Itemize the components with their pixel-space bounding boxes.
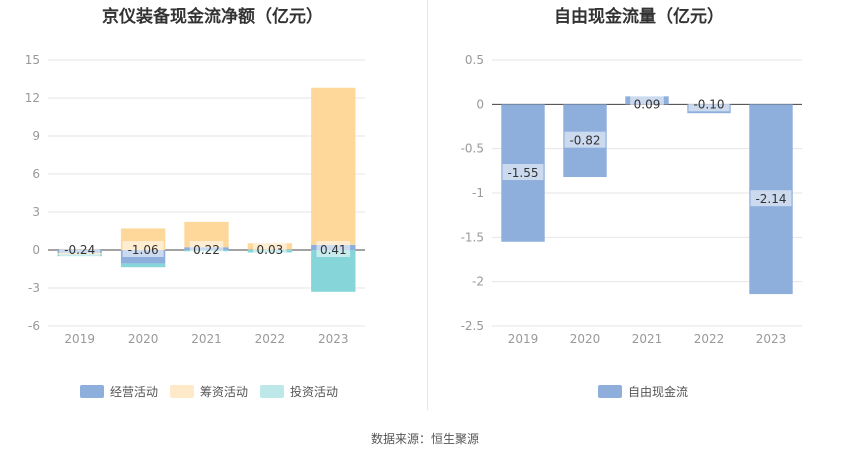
data-label: 0.03 (257, 243, 284, 257)
legend-swatch (80, 384, 104, 398)
y-tick-label: -3 (28, 281, 40, 295)
legend-item[interactable]: 经营活动 (80, 383, 158, 400)
x-tick-label: 2023 (318, 332, 349, 346)
data-source-note: 数据来源：恒生聚源 (370, 432, 479, 446)
legend-item[interactable]: 投资活动 (260, 383, 338, 400)
y-tick-label: -2.5 (461, 319, 484, 333)
x-tick-label: 2021 (191, 332, 222, 346)
y-tick-label: -1.5 (461, 230, 484, 244)
x-tick-label: 2023 (756, 332, 787, 346)
y-tick-label: 0 (32, 243, 40, 257)
data-label: -0.82 (569, 134, 600, 148)
data-label-bg (253, 241, 287, 257)
data-label-bg (630, 95, 664, 112)
data-label-bg (189, 241, 224, 257)
x-tick-label: 2022 (255, 332, 286, 346)
data-label: 0.41 (320, 243, 347, 257)
data-label: -1.06 (128, 243, 159, 257)
data-label-bg (59, 241, 101, 257)
data-label: -0.24 (64, 243, 95, 257)
legend-label: 投资活动 (290, 384, 339, 399)
legend-swatch (170, 384, 195, 398)
data-label-bg (688, 95, 730, 112)
y-tick-label: 0.5 (465, 53, 484, 67)
x-tick-label: 2019 (64, 332, 95, 346)
y-tick-label: 6 (32, 167, 40, 181)
legend-label: 筹资活动 (200, 384, 249, 399)
x-tick-label: 2020 (570, 332, 601, 346)
y-tick-label: -6 (28, 319, 40, 333)
free-cash-flow-chart: 0.5 0 -0.5 -1 -1.5 -2 -2.5 2019 2020 2021 2022 2023… (461, 53, 802, 346)
data-label: 0.09 (634, 97, 661, 111)
y-tick-label: 9 (32, 129, 40, 143)
y-tick-label: 12 (25, 91, 40, 105)
data-label-bg (316, 241, 351, 257)
right-legend: 自由现金流 (598, 383, 700, 399)
y-tick-label: -0.5 (461, 142, 484, 156)
left-legend: 经营活动 筹资活动 投资活动 (80, 383, 350, 399)
data-label: -2.14 (755, 192, 786, 206)
y-tick-label: 15 (25, 53, 40, 67)
legend-swatch (260, 384, 285, 398)
y-tick-label: 0 (476, 97, 484, 111)
data-label: 0.22 (193, 243, 220, 257)
bar-financing (311, 87, 356, 245)
x-tick-label: 2019 (508, 332, 539, 346)
legend-label: 自由现金流 (628, 384, 689, 399)
y-tick-label: -1 (472, 186, 484, 200)
data-label-bg (564, 131, 606, 148)
y-tick-label: -2 (472, 275, 484, 289)
cash-flow-net-chart: 15 12 9 6 3 0 -3 -6 2019 2020 2021 2022 2023 -0.24 -1.… (25, 53, 365, 346)
legend-item[interactable]: 筹资活动 (170, 383, 248, 400)
data-label-bg (750, 190, 792, 207)
panel-divider (427, 0, 428, 410)
x-tick-label: 2020 (128, 332, 159, 346)
legend-swatch (598, 384, 622, 398)
data-label: -1.55 (507, 166, 538, 180)
data-label-bg (502, 164, 544, 181)
y-tick-label: 3 (32, 205, 40, 219)
data-label: -0.10 (693, 97, 724, 111)
legend-item[interactable]: 自由现金流 (598, 383, 688, 400)
left-chart-title: 京仪装备现金流净额（亿元） (102, 7, 323, 27)
data-label-bg (122, 241, 164, 257)
right-chart-title: 自由现金流量（亿元） (554, 7, 724, 27)
x-tick-label: 2021 (632, 332, 663, 346)
bar-investing (120, 263, 166, 268)
x-tick-label: 2022 (694, 332, 725, 346)
legend-label: 经营活动 (110, 384, 159, 399)
